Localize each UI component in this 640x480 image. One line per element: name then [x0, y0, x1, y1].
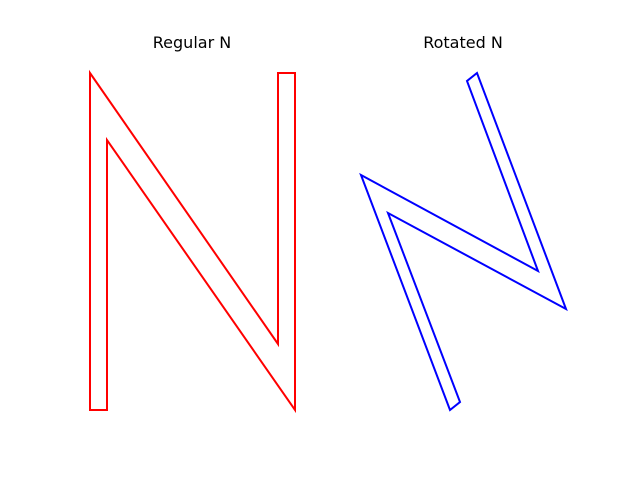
rotated-n-panel — [359, 71, 568, 412]
regular-n-outline — [89, 69, 296, 414]
rotated-n-outline — [359, 71, 568, 412]
regular-n-title: Regular N — [152, 33, 232, 52]
regular-n-panel — [89, 69, 296, 414]
rotated-n-title: Rotated N — [423, 33, 503, 52]
